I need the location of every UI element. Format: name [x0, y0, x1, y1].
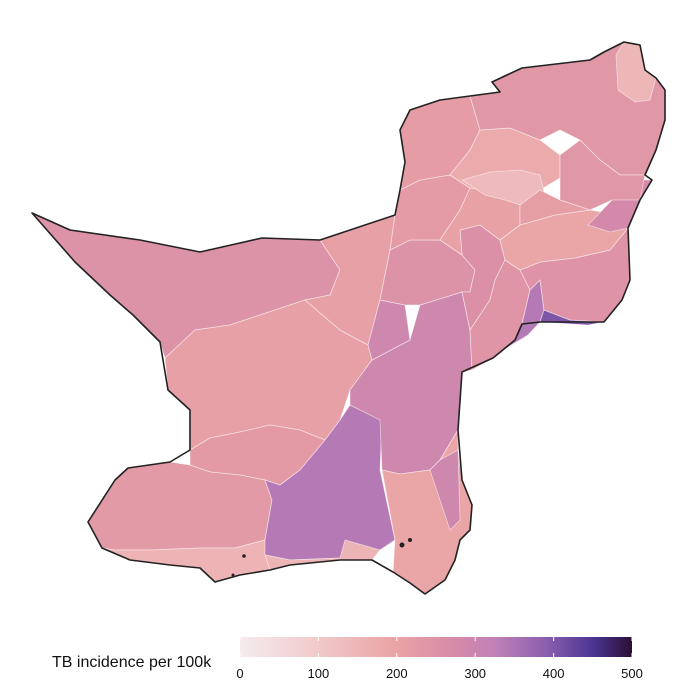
legend-tick-label: 100 — [308, 666, 330, 681]
district-east-center-north[interactable] — [367, 299, 411, 361]
coast-islands — [231, 538, 412, 577]
district-north-tip[interactable] — [615, 41, 657, 103]
legend-tick-label: 400 — [543, 666, 565, 681]
legend-ticks: 0 100 200 300 400 500 — [236, 637, 643, 681]
districts-layer — [31, 41, 666, 595]
legend-tick-label: 300 — [464, 666, 486, 681]
province-outline — [31, 41, 666, 595]
district-south-center[interactable] — [264, 404, 396, 561]
legend-tick-label: 500 — [621, 666, 643, 681]
legend-tick-label: 0 — [236, 666, 243, 681]
legend: TB incidence per 100k 0 100 200 300 400 500 — [52, 637, 643, 681]
legend-title: TB incidence per 100k — [52, 654, 212, 671]
legend-tick-label: 200 — [386, 666, 408, 681]
map — [31, 41, 666, 595]
district-north-west-2[interactable] — [519, 189, 591, 226]
legend-colorbar — [240, 637, 632, 657]
district-south-east-strip[interactable] — [429, 449, 461, 531]
